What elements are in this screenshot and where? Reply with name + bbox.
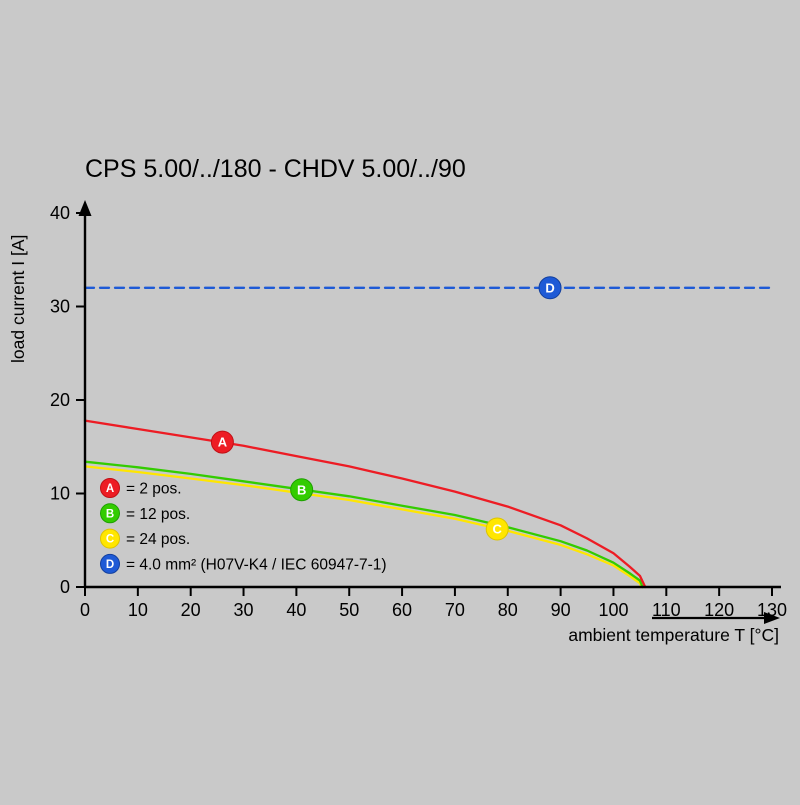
marker-letter-A: A xyxy=(218,435,228,450)
legend-layer: A = 2 pos. B = 12 pos. C = 24 pos. D = 4.0 mm² … xyxy=(100,478,387,574)
marker-D xyxy=(538,276,562,300)
markers-layer: A B C D xyxy=(210,276,562,541)
y-tick-label: 30 xyxy=(50,297,70,317)
x-axis-title: ambient temperature T [°C] xyxy=(568,625,779,645)
x-tick-label: 60 xyxy=(392,600,412,620)
legend-label-A: = 2 pos. xyxy=(126,481,182,498)
legend-letter-A: A xyxy=(106,483,114,495)
curve-A xyxy=(83,419,647,589)
curves-layer xyxy=(83,286,774,589)
x-axis-arrow-head xyxy=(764,612,780,624)
y-tick-label: 40 xyxy=(50,203,70,223)
legend-letter-B: B xyxy=(106,508,114,520)
marker-letter-B: B xyxy=(297,482,306,497)
legend-letter-C: C xyxy=(106,534,114,546)
x-tick-label: 80 xyxy=(498,600,518,620)
chart-title: CPS 5.00/../180 - CHDV 5.00/../90 xyxy=(85,155,466,183)
x-tick-label: 90 xyxy=(551,600,571,620)
marker-letter-D: D xyxy=(545,280,554,295)
legend-label-B: = 12 pos. xyxy=(126,506,190,523)
marker-C xyxy=(485,517,509,541)
curve-B xyxy=(83,460,644,589)
curve-C xyxy=(83,465,643,589)
legend-dot-C xyxy=(100,528,120,549)
x-tick-label: 120 xyxy=(704,600,734,620)
x-tick-label: 0 xyxy=(80,600,90,620)
legend-label-D: = 4.0 mm² (H07V-K4 / IEC 60947-7-1) xyxy=(126,556,387,573)
marker-A xyxy=(210,430,234,454)
x-tick-label: 20 xyxy=(181,600,201,620)
legend-letter-D: D xyxy=(106,559,114,571)
x-tick-label: 110 xyxy=(652,600,681,620)
x-tick-label: 10 xyxy=(128,600,148,620)
x-tick-label: 70 xyxy=(445,600,465,620)
y-tick-label: 20 xyxy=(50,390,70,410)
x-tick-label: 100 xyxy=(598,600,628,620)
x-tick-label: 30 xyxy=(234,600,254,620)
legend-dot-B xyxy=(100,503,120,524)
x-tick-label: 50 xyxy=(339,600,359,620)
x-tick-label: 40 xyxy=(286,600,306,620)
y-tick-label: 0 xyxy=(60,577,70,597)
marker-letter-C: C xyxy=(493,522,503,537)
legend-dot-D xyxy=(100,553,120,574)
y-axis-title: load current I [A] xyxy=(8,235,28,363)
legend-label-C: = 24 pos. xyxy=(126,531,190,548)
legend-dot-A xyxy=(100,478,120,498)
marker-B xyxy=(290,478,314,502)
y-tick-label: 10 xyxy=(50,484,70,504)
